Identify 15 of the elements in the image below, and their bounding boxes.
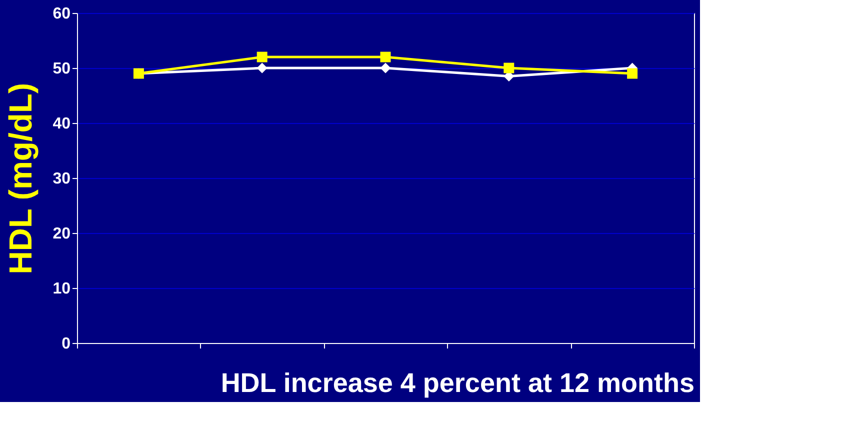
point (380, 52, 391, 62)
y-tick-label: 60 (52, 6, 71, 22)
point (256, 62, 268, 74)
y-tick-label: 50 (52, 60, 71, 78)
y-tick-label: 40 (52, 116, 71, 132)
point (627, 68, 638, 79)
y-tick-label: 30 (52, 170, 71, 188)
x-axis-title: HDL increase 4 percent at 12 months (220, 368, 694, 398)
y-axis-title: HDL (mg/dL) (2, 82, 39, 274)
y-tick-label: 20 (52, 226, 71, 242)
y-tick-label: 10 (52, 280, 71, 298)
point (380, 62, 391, 74)
point (256, 52, 268, 62)
y-tick-label: 0 (62, 336, 71, 352)
point (504, 62, 514, 74)
